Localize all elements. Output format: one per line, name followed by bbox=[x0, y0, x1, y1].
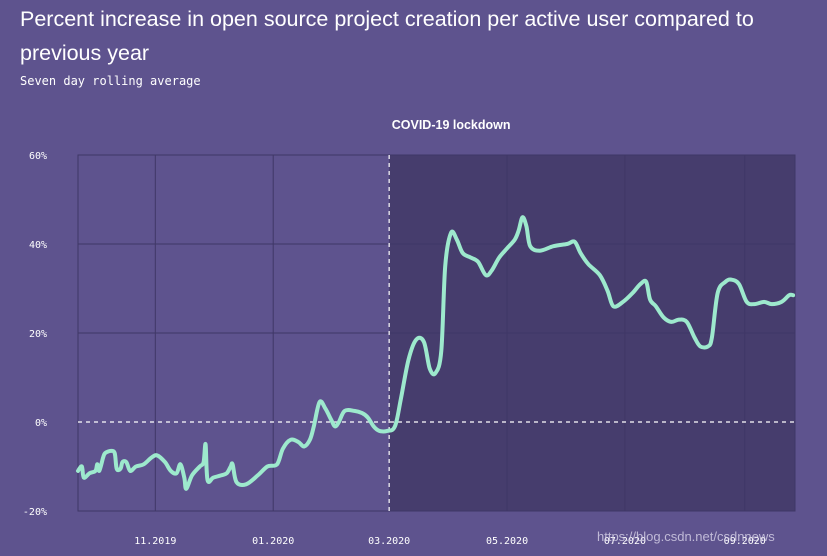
plot-frame bbox=[77, 154, 796, 512]
x-tick-label: 07.2020 bbox=[604, 536, 646, 547]
x-tick-label: 01.2020 bbox=[252, 536, 294, 547]
y-tick-label: -20% bbox=[23, 507, 47, 518]
x-tick-label: 03.2020 bbox=[368, 536, 410, 547]
y-tick-label: 0% bbox=[35, 418, 47, 429]
series-line-percent-increase bbox=[76, 215, 796, 491]
x-tick-label: 09.2020 bbox=[724, 536, 766, 547]
y-tick-label: 60% bbox=[29, 151, 47, 162]
watermark: https://blog.csdn.net/csdnnews bbox=[597, 529, 775, 544]
chart-subtitle: Seven day rolling average bbox=[20, 74, 201, 88]
chart-title: Percent increase in open source project … bbox=[20, 7, 754, 65]
y-tick-label: 20% bbox=[29, 329, 47, 340]
x-tick-label: 11.2019 bbox=[134, 536, 176, 547]
x-tick-label: 05.2020 bbox=[486, 536, 528, 547]
y-tick-label: 40% bbox=[29, 240, 47, 251]
lockdown-annotation: COVID-19 lockdown bbox=[392, 118, 511, 132]
